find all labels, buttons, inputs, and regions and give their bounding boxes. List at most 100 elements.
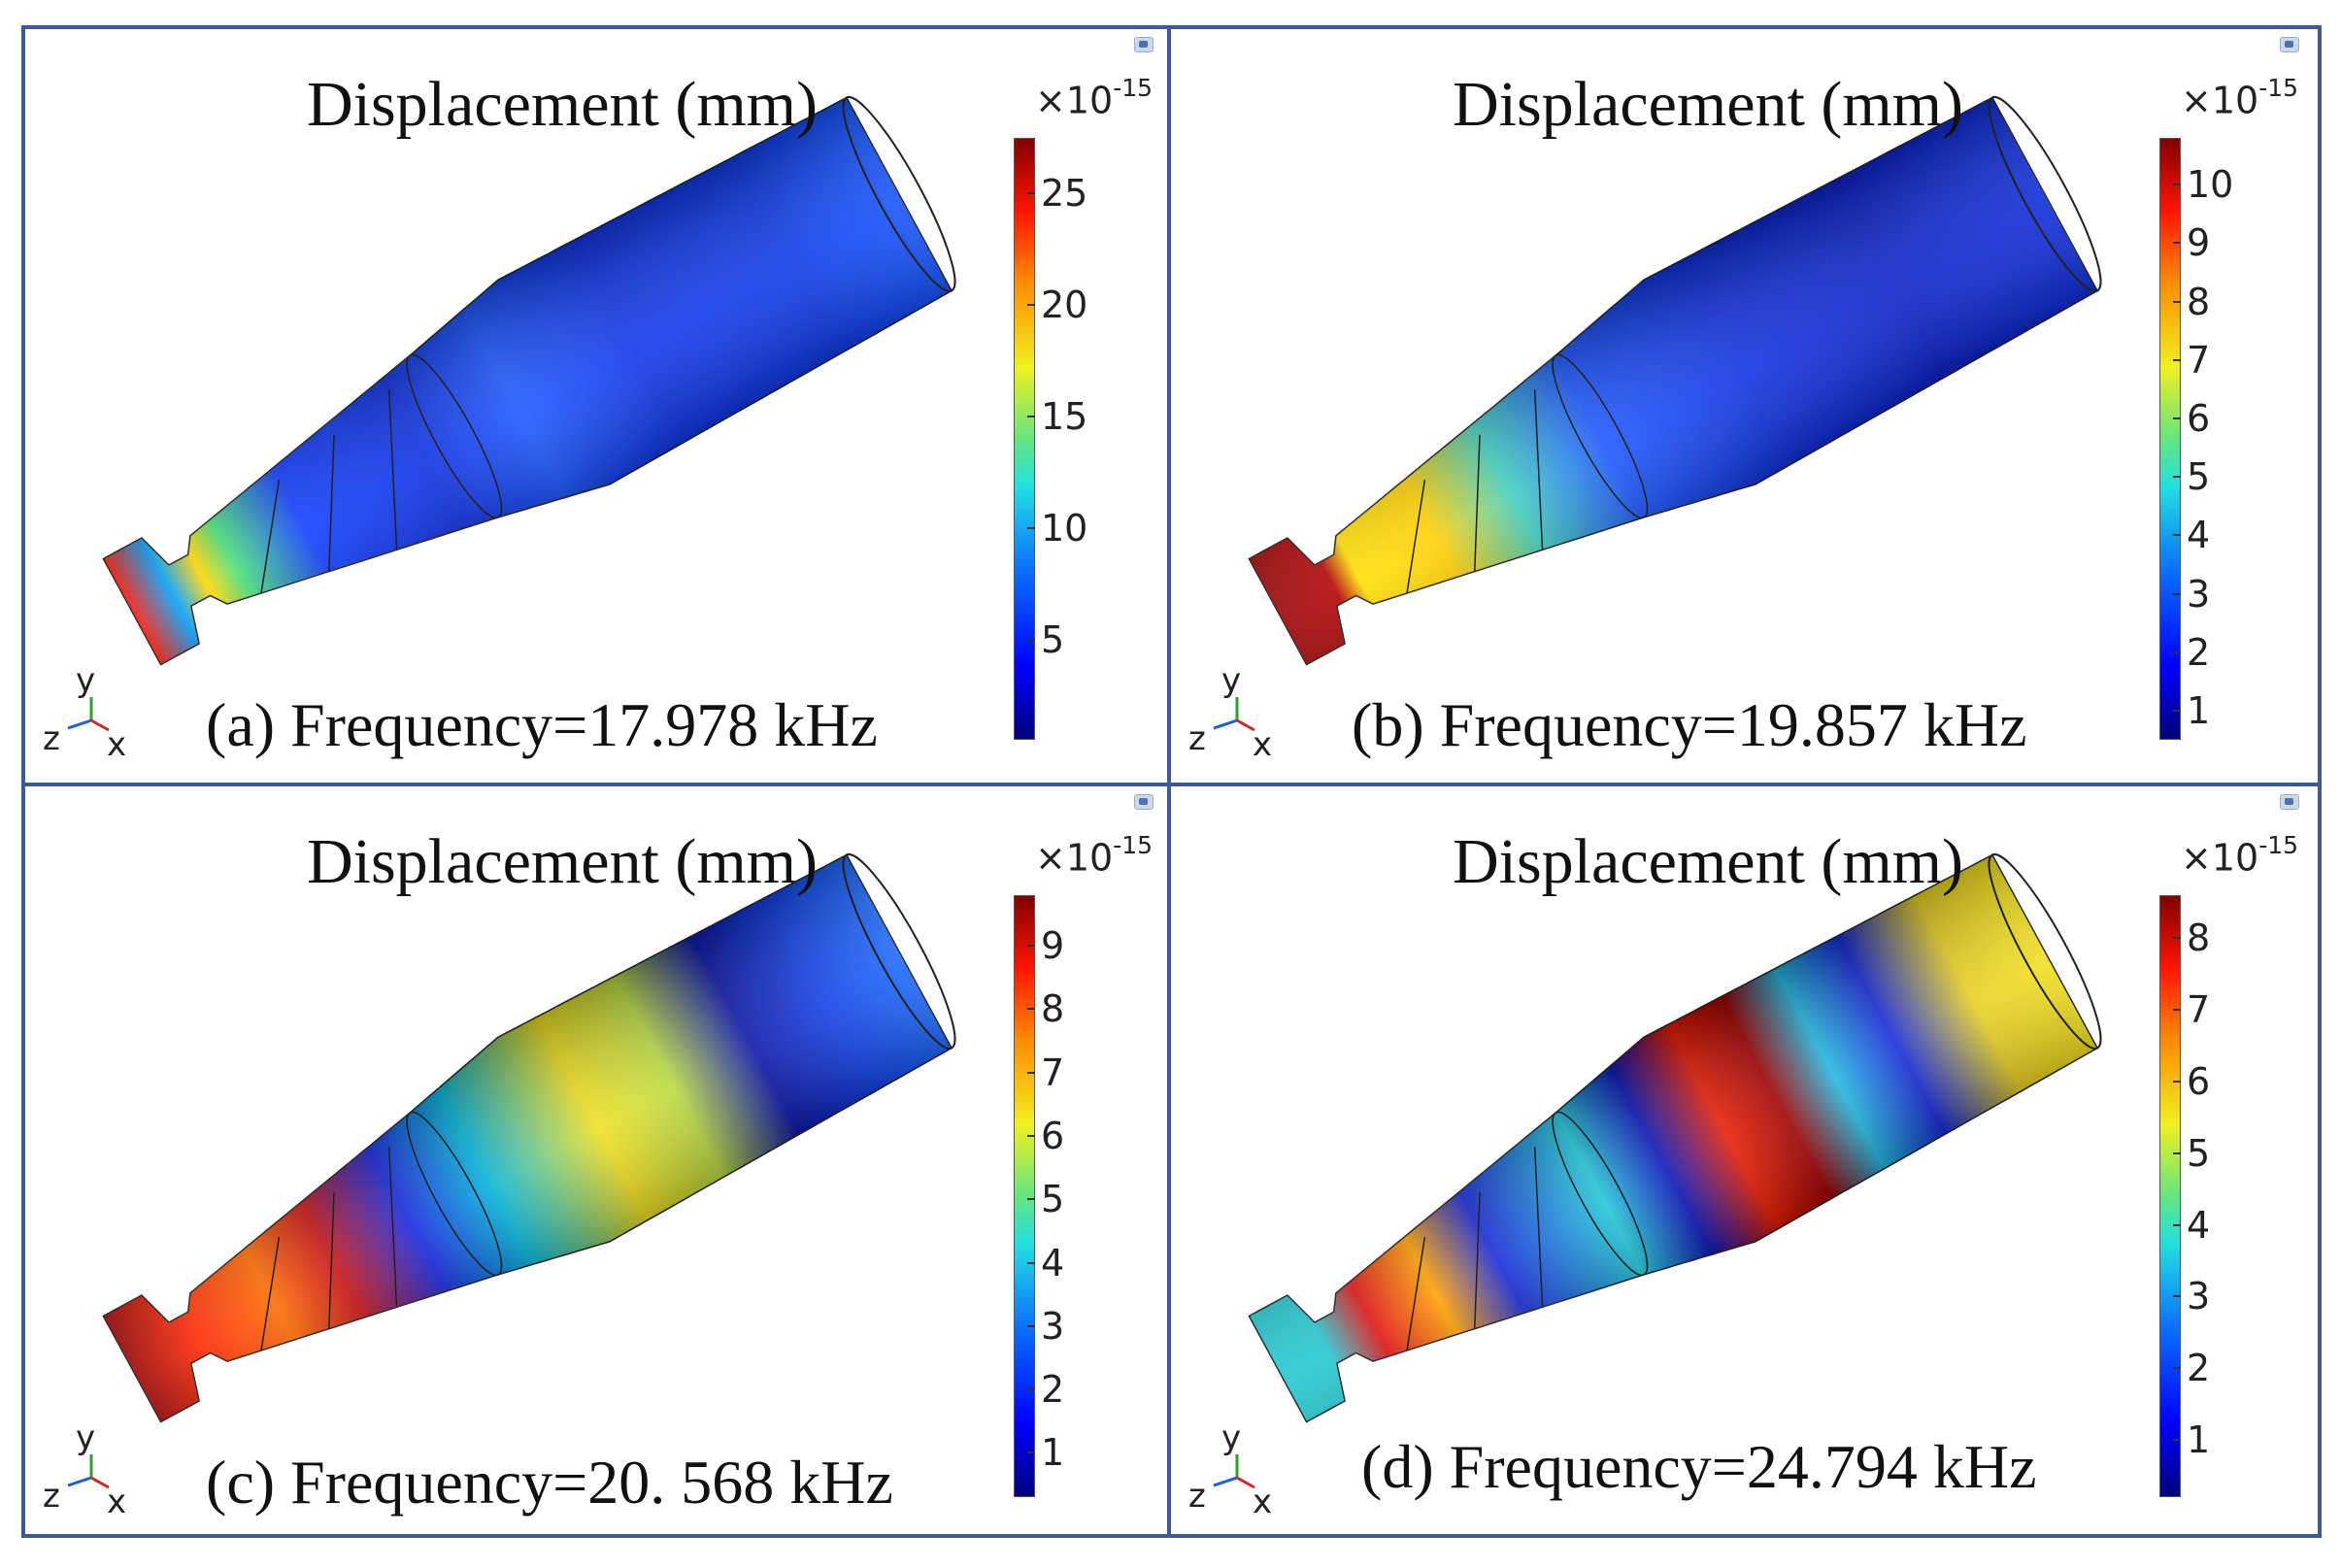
frequency-caption: (d) Frequency=24.794 kHz <box>1361 1432 2037 1501</box>
spiral-slot-edge <box>387 389 398 550</box>
plot-window-icon <box>2280 37 2299 52</box>
spiral-slot-edge <box>1406 480 1426 594</box>
spiral-slot-edge <box>328 434 335 572</box>
z-axis-label: z <box>1188 719 1206 758</box>
spiral-slot-edge <box>1474 434 1481 572</box>
horn-shading <box>103 854 953 1422</box>
colorbar-tick-label: 8 <box>1041 987 1065 1031</box>
colorbar-tick-mark <box>2173 709 2181 712</box>
spiral-slot-edge <box>260 480 281 594</box>
colorbar-tick-mark <box>2173 1295 2181 1298</box>
colorbar <box>2159 138 2181 740</box>
colorbar-tick-label: 7 <box>2187 338 2211 382</box>
colorbar-tick-mark <box>1027 1135 1035 1137</box>
frequency-caption: (c) Frequency=20. 568 kHz <box>206 1448 893 1517</box>
axis-triad-icon: y z x <box>33 1418 130 1518</box>
colorbar-tick-mark <box>1027 1008 1035 1011</box>
spiral-slot-edge <box>260 1237 281 1351</box>
colorbar-tick-mark <box>2173 651 2181 653</box>
colorbar-tick-mark <box>2173 1009 2181 1012</box>
colorbar-tick-mark <box>2173 358 2181 361</box>
section-seam <box>406 1111 503 1277</box>
colorbar-exponent: ×10-15 <box>2181 831 2299 880</box>
colorbar-tick-label: 3 <box>1041 1304 1065 1348</box>
frequency-caption: (a) Frequency=17.978 kHz <box>206 690 878 759</box>
colorbar-tick-label: 10 <box>2187 163 2234 207</box>
colorbar-tick-label: 5 <box>1041 1178 1065 1221</box>
colorbar-tick-label: 2 <box>1041 1368 1065 1412</box>
colorbar-tick-label: 1 <box>1041 1431 1065 1475</box>
colorbar-tick-label: 5 <box>1041 617 1065 661</box>
x-axis-label: x <box>107 725 127 764</box>
colorbar-exponent: ×10-15 <box>2181 74 2299 122</box>
colorbar <box>1014 895 1035 1497</box>
y-axis-label: y <box>1221 1418 1242 1457</box>
colorbar-tick-label: 6 <box>1041 1115 1065 1157</box>
colorbar-tick-label: 7 <box>2187 988 2211 1032</box>
colorbar-tick-mark <box>1027 192 1035 195</box>
colorbar-tick-mark <box>1027 1451 1035 1454</box>
panel-a: Displacement (mm) (a) Frequency=17.978 k… <box>25 29 1171 783</box>
colorbar-exponent: ×10-15 <box>1035 831 1154 880</box>
colorbar-tick-mark <box>2173 242 2181 245</box>
horn-shading <box>1249 97 2098 665</box>
colorbar-tick-label: 25 <box>1041 172 1088 216</box>
colorbar-tick-mark <box>2173 417 2181 419</box>
spiral-slot-edge <box>1474 1191 1481 1329</box>
colorbar-tick-label: 8 <box>2187 917 2211 960</box>
colorbar-tick-label: 10 <box>1041 506 1088 550</box>
spiral-slot-edge <box>387 1147 398 1308</box>
figure-frame <box>21 25 2322 1538</box>
section-seam <box>1552 1111 1649 1277</box>
horn-end-face <box>842 852 956 1051</box>
colorbar-tick-label: 3 <box>2187 1275 2211 1318</box>
panel-title: Displacement (mm) <box>307 69 819 140</box>
spiral-slot-edge <box>1533 389 1544 550</box>
colorbar-tick-label: 4 <box>2187 1203 2211 1247</box>
panel-d: Displacement (mm) (d) Frequency=24.794 k… <box>1171 786 2317 1540</box>
spiral-slot-edge <box>328 1191 335 1329</box>
spiral-slot-edge <box>1533 1147 1544 1308</box>
colorbar-tick-label: 2 <box>2187 630 2211 674</box>
colorbar-tick-label: 8 <box>2187 280 2211 323</box>
x-axis-label: x <box>1253 1483 1273 1521</box>
colorbar-tick-mark <box>1027 1198 1035 1201</box>
colorbar-tick-mark <box>1027 526 1035 529</box>
z-axis-label: z <box>43 719 60 758</box>
displacement-plot-b <box>1248 95 2102 666</box>
panel-b: Displacement (mm) (b) Frequency=19.857 k… <box>1171 29 2317 783</box>
colorbar-tick-mark <box>2173 1223 2181 1226</box>
displacement-plot-d <box>1248 852 2102 1423</box>
colorbar-exponent: ×10-15 <box>1035 74 1154 122</box>
horn-end-face <box>842 95 956 293</box>
horn-end-face <box>1988 95 2102 293</box>
colorbar-tick-mark <box>2173 1438 2181 1441</box>
colorbar <box>1014 138 1035 740</box>
colorbar-tick-mark <box>1027 1071 1035 1074</box>
colorbar-tick-mark <box>2173 476 2181 479</box>
colorbar-tick-label: 6 <box>2187 1059 2211 1103</box>
colorbar-tick-label: 5 <box>2187 1131 2211 1175</box>
frequency-caption: (b) Frequency=19.857 kHz <box>1352 690 2027 759</box>
colorbar-tick-mark <box>2173 1151 2181 1154</box>
colorbar-tick-label: 1 <box>2187 1418 2211 1461</box>
colorbar-tick-mark <box>2173 1080 2181 1083</box>
axis-triad-icon: y z x <box>1179 660 1276 761</box>
x-axis-label: x <box>1253 725 1273 764</box>
colorbar-tick-mark <box>1027 638 1035 641</box>
horizontal-divider <box>21 783 2322 786</box>
axis-triad-icon: y z x <box>33 660 130 761</box>
colorbar-tick-mark <box>1027 1261 1035 1264</box>
colorbar-tick-mark <box>2173 592 2181 595</box>
colorbar-tick-mark <box>2173 534 2181 537</box>
colorbar-tick-label: 4 <box>2187 514 2211 557</box>
y-axis-label: y <box>1221 661 1242 700</box>
colorbar-tick-mark <box>2173 937 2181 940</box>
colorbar-tick-label: 9 <box>2187 221 2211 265</box>
colorbar-tick-label: 1 <box>2187 688 2211 732</box>
colorbar-tick-label: 3 <box>2187 572 2211 616</box>
colorbar-tick-mark <box>2173 183 2181 186</box>
vertical-divider <box>1167 25 1171 1538</box>
horn-end-face <box>1988 852 2102 1051</box>
panel-title: Displacement (mm) <box>307 826 819 897</box>
